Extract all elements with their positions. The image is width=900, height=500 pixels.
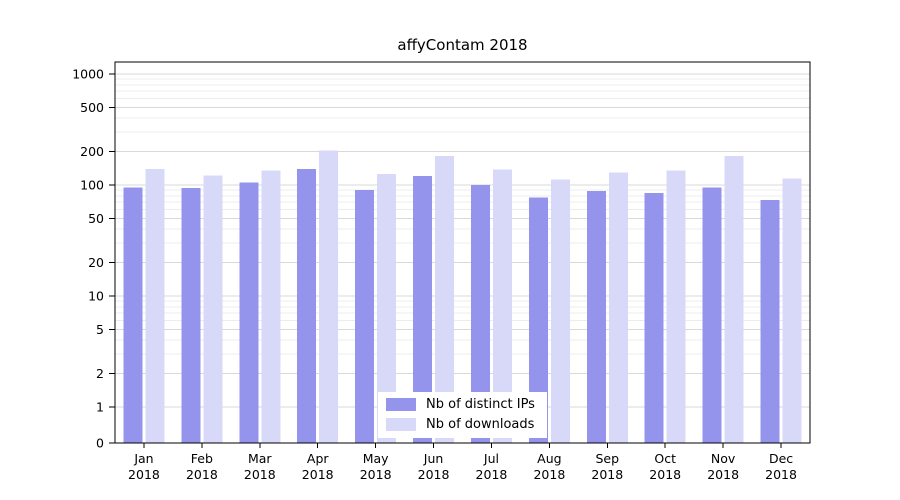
x-tick-label-year: 2018 — [649, 467, 681, 482]
bar-distinct-ips — [644, 192, 664, 443]
bar-distinct-ips — [528, 197, 548, 443]
bar-distinct-ips — [123, 187, 143, 443]
legend-swatch — [386, 418, 416, 431]
x-tick-label-month: Jun — [423, 451, 444, 466]
bar-downloads — [435, 155, 455, 444]
bar-downloads — [782, 178, 802, 443]
x-tick-label-month: Sep — [596, 451, 620, 466]
bar-downloads — [319, 150, 339, 443]
x-tick-label-year: 2018 — [360, 467, 392, 482]
x-tick-label-year: 2018 — [476, 467, 508, 482]
bar-distinct-ips — [586, 191, 606, 443]
bar-downloads — [261, 170, 281, 443]
bar-distinct-ips — [355, 190, 375, 443]
bar-downloads — [608, 172, 628, 443]
bar-downloads — [377, 174, 397, 443]
bar-distinct-ips — [239, 182, 259, 443]
y-tick-label: 50 — [88, 211, 104, 226]
x-tick-label-year: 2018 — [707, 467, 739, 482]
x-tick-label-month: Mar — [248, 451, 272, 466]
bar-distinct-ips — [470, 185, 490, 443]
y-tick-label: 5 — [96, 322, 104, 337]
x-tick-label-month: May — [363, 451, 389, 466]
x-tick-label-month: Aug — [537, 451, 561, 466]
bar-downloads — [203, 175, 223, 443]
x-tick-label-year: 2018 — [186, 467, 218, 482]
bar-downloads — [550, 179, 570, 443]
bar-distinct-ips — [702, 187, 722, 443]
x-tick-label-year: 2018 — [418, 467, 450, 482]
legend: Nb of distinct IPs Nb of downloads — [378, 392, 547, 438]
bar-distinct-ips — [297, 168, 317, 443]
y-tick-label: 20 — [88, 255, 104, 270]
y-tick-label: 100 — [80, 178, 104, 193]
x-tick-label-month: Nov — [711, 451, 736, 466]
plot-area — [114, 61, 811, 444]
y-tick-label: 10 — [88, 289, 104, 304]
x-tick-label-month: Jan — [133, 451, 153, 466]
x-tick-label-month: Jul — [483, 451, 499, 466]
legend-label: Nb of distinct IPs — [426, 397, 535, 412]
legend-label: Nb of downloads — [426, 417, 535, 432]
y-tick-label: 200 — [80, 144, 104, 159]
x-tick-label-year: 2018 — [533, 467, 565, 482]
y-tick-label: 1000 — [72, 67, 104, 82]
bar-downloads — [724, 156, 744, 443]
x-tick-label-year: 2018 — [302, 467, 334, 482]
x-tick-label-year: 2018 — [591, 467, 623, 482]
bar-distinct-ips — [760, 200, 780, 443]
bar-downloads — [666, 170, 686, 443]
x-tick-label-month: Feb — [191, 451, 213, 466]
x-tick-label-month: Apr — [307, 451, 329, 466]
x-tick-label-month: Dec — [769, 451, 793, 466]
x-tick-label-year: 2018 — [765, 467, 797, 482]
legend-item: Nb of downloads — [386, 417, 535, 432]
bar-distinct-ips — [181, 187, 201, 443]
chart-title: affyContam 2018 — [397, 36, 528, 54]
bar-downloads — [145, 168, 165, 443]
y-tick-label: 1 — [96, 400, 104, 415]
x-tick-label-month: Oct — [654, 451, 676, 466]
y-tick-label: 500 — [80, 100, 104, 115]
x-tick-label-year: 2018 — [128, 467, 160, 482]
legend-item: Nb of distinct IPs — [386, 397, 535, 412]
x-tick-label-year: 2018 — [244, 467, 276, 482]
bar-downloads — [492, 169, 512, 443]
bar-distinct-ips — [413, 176, 433, 443]
legend-swatch — [386, 398, 416, 411]
y-tick-label: 0 — [96, 436, 104, 451]
y-tick-label: 2 — [96, 366, 104, 381]
